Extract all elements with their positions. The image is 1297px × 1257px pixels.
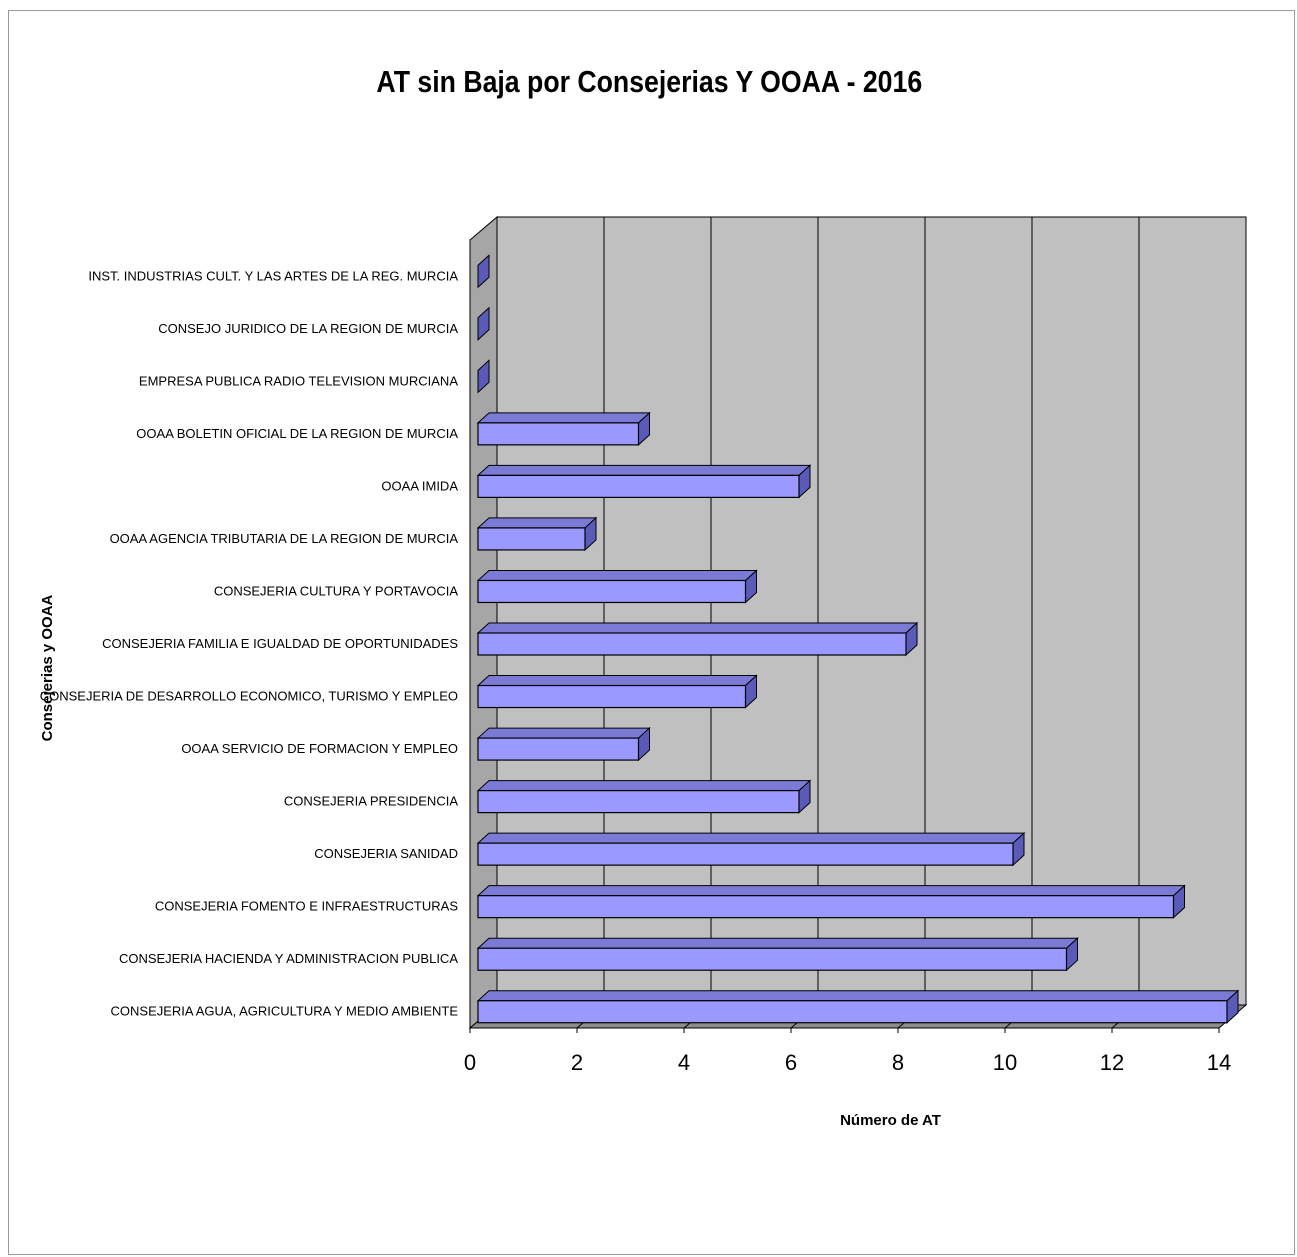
x-axis-title: Número de AT [840,1112,941,1129]
category-label: OOAA SERVICIO DE FORMACION Y EMPLEO [181,741,458,756]
bar [477,895,1175,919]
x-tick-label: 4 [678,1050,690,1075]
bar-zero [477,359,490,394]
category-label: OOAA IMIDA [381,478,458,493]
bar-top [476,727,651,739]
category-label: OOAA BOLETIN OFICIAL DE LA REGION DE MUR… [136,426,458,441]
y-axis-title: Consejerias y OOAA [39,594,56,741]
category-label: CONSEJERIA FOMENTO E INFRAESTRUCTURAS [155,899,458,914]
bar [477,684,747,709]
chart-title: AT sin Baja por Consejerias Y OOAA - 201… [376,64,923,99]
bar-top [476,780,812,792]
x-tick-label: 6 [785,1050,797,1075]
bar-top [476,464,812,476]
bar [477,527,586,551]
bar-top [476,622,919,634]
category-label: CONSEJERIA HACIENDA Y ADMINISTRACION PUB… [119,951,458,966]
x-tick-label: 14 [1207,1050,1231,1075]
bar-top [476,990,1240,1002]
category-label: CONSEJERIA DE DESARROLLO ECONOMICO, TURI… [40,689,458,704]
x-tick-label: 8 [892,1050,904,1075]
bar-top [476,937,1079,949]
bar [477,842,1014,866]
x-tick-label: 2 [571,1050,583,1075]
category-label: CONSEJERIA SANIDAD [314,846,458,861]
bar-top [476,885,1186,897]
bar-zero [477,306,490,341]
category-label: CONSEJO JURIDICO DE LA REGION DE MURCIA [158,321,458,336]
category-label: CONSEJERIA PRESIDENCIA [284,794,458,809]
category-label: OOAA AGENCIA TRIBUTARIA DE LA REGION DE … [110,531,459,546]
bar [477,947,1068,971]
bar [477,737,640,761]
bar-top [476,675,758,687]
bar [477,1000,1228,1024]
bar [477,422,640,446]
category-label: CONSEJERIA AGUA, AGRICULTURA Y MEDIO AMB… [111,1004,459,1019]
x-tick-label: 12 [1100,1050,1124,1075]
bar-top [476,569,758,581]
bar-zero [477,254,490,289]
category-label: CONSEJERIA CULTURA Y PORTAVOCIA [214,583,459,598]
bar [477,789,800,814]
bar [477,474,800,498]
bar-top [476,412,651,424]
x-tick-label: 10 [993,1050,1017,1075]
category-label: EMPRESA PUBLICA RADIO TELEVISION MURCIAN… [139,373,458,388]
bar [477,579,747,604]
x-tick-label: 0 [464,1050,476,1075]
bar-top [476,832,1026,844]
category-label: CONSEJERIA FAMILIA E IGUALDAD DE OPORTUN… [102,636,458,651]
bar-top [476,517,598,529]
category-label: INST. INDUSTRIAS CULT. Y LAS ARTES DE LA… [88,268,458,283]
bar [477,632,907,656]
